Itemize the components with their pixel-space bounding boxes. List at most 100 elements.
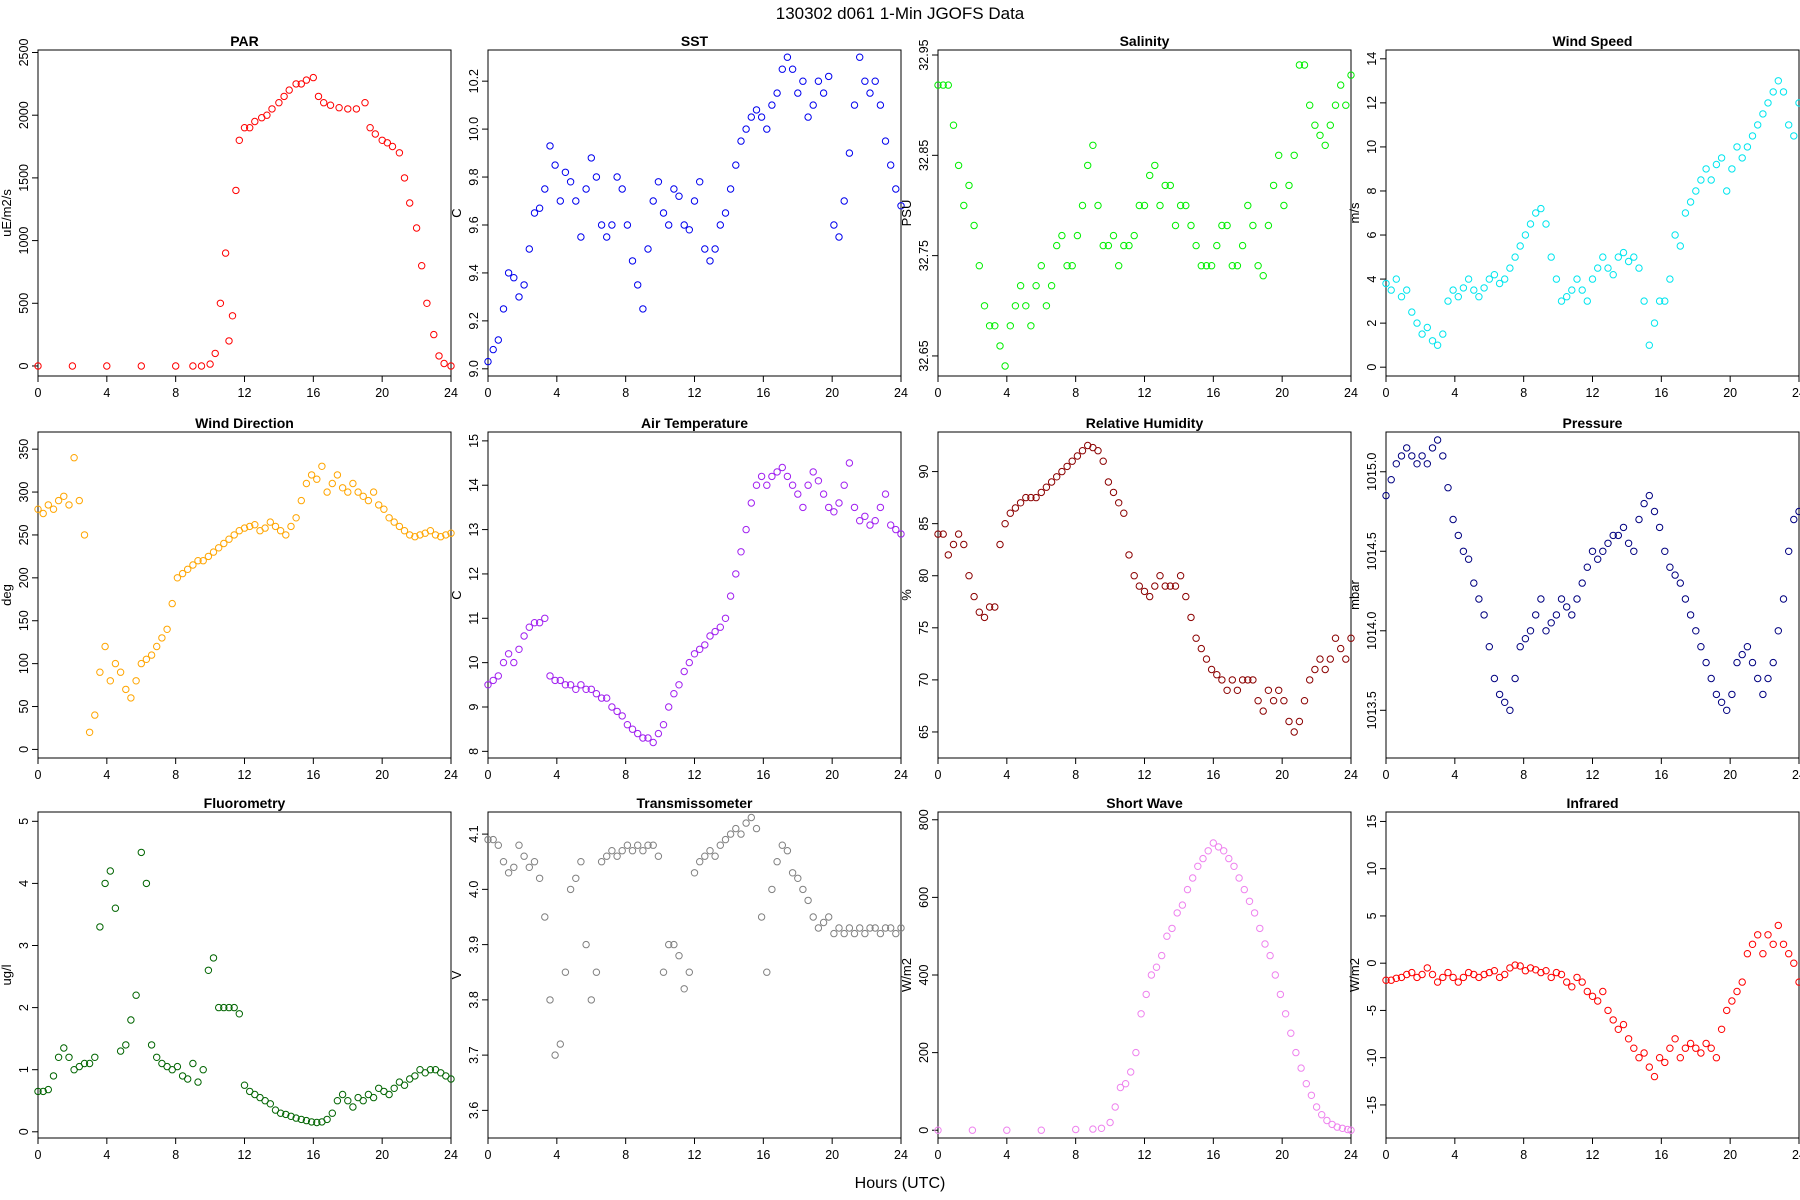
data-point <box>1785 950 1793 958</box>
x-tick-label: 0 <box>1383 386 1390 400</box>
data-point <box>726 592 735 600</box>
data-point <box>309 73 317 82</box>
data-point <box>1506 706 1514 714</box>
data-point <box>271 522 280 531</box>
data-point <box>991 603 999 611</box>
data-point <box>572 874 580 882</box>
data-point <box>1280 201 1288 210</box>
data-point <box>861 512 869 520</box>
data-point <box>406 199 414 207</box>
data-point <box>361 99 369 107</box>
data-point <box>65 501 73 509</box>
data-point <box>1676 1054 1685 1062</box>
data-point <box>1321 141 1329 150</box>
x-tick-label: 0 <box>35 386 42 400</box>
data-point <box>1266 951 1274 960</box>
data-point <box>1630 1044 1638 1052</box>
data-point <box>1182 592 1190 601</box>
data-point <box>1728 165 1736 173</box>
data-point <box>1382 976 1390 984</box>
data-point <box>302 76 311 84</box>
data-point <box>484 357 492 366</box>
data-point <box>1697 643 1705 651</box>
data-point <box>96 923 104 931</box>
data-point <box>1490 967 1499 975</box>
data-point <box>1111 1103 1119 1111</box>
data-point <box>546 672 554 680</box>
data-point <box>1238 676 1247 684</box>
data-point <box>587 154 595 162</box>
data-point <box>1738 154 1746 162</box>
data-point <box>825 72 833 81</box>
data-point <box>1439 973 1447 982</box>
data-point <box>747 113 755 121</box>
y-tick-label: 3 <box>17 942 31 949</box>
data-point <box>1413 460 1421 468</box>
data-point <box>659 721 668 729</box>
data-point <box>1692 187 1700 195</box>
data-point <box>1552 275 1561 283</box>
data-point <box>696 645 704 653</box>
data-point <box>101 642 109 651</box>
data-point <box>1244 676 1252 684</box>
x-tick-label: 24 <box>444 768 458 782</box>
data-point <box>934 1126 942 1134</box>
data-point <box>194 1078 202 1086</box>
data-point <box>1281 1010 1290 1018</box>
data-point <box>991 322 999 330</box>
x-tick-label: 20 <box>1723 1148 1737 1162</box>
data-point <box>1120 241 1128 250</box>
data-point <box>1557 595 1566 603</box>
data-point <box>412 224 421 232</box>
y-axis-label: ug/l <box>0 964 14 985</box>
data-point <box>228 312 237 320</box>
data-point <box>142 655 151 663</box>
y-tick-label: 75 <box>917 621 931 635</box>
data-point <box>794 874 802 882</box>
x-tick-label: 20 <box>825 386 839 400</box>
x-tick-label: 16 <box>1206 386 1220 400</box>
data-point <box>1542 220 1550 228</box>
x-tick-label: 8 <box>622 1148 629 1162</box>
x-tick-label: 12 <box>688 768 702 782</box>
data-point <box>510 274 518 282</box>
data-point <box>701 245 709 253</box>
x-tick-label: 4 <box>1451 1148 1458 1162</box>
data-point <box>1285 181 1293 190</box>
data-point <box>1178 901 1187 909</box>
y-tick-label: 85 <box>917 517 931 531</box>
data-point <box>840 197 848 205</box>
data-point <box>1547 253 1555 261</box>
data-point <box>510 863 518 871</box>
y-tick-label: 4 <box>1365 276 1379 283</box>
data-point <box>1526 964 1535 972</box>
data-point <box>1495 690 1504 699</box>
data-point <box>768 885 776 894</box>
x-tick-label: 8 <box>1072 386 1079 400</box>
data-point <box>225 1003 233 1012</box>
x-tick-label: 24 <box>444 1148 458 1162</box>
y-axis-label: mbar <box>1347 580 1362 610</box>
data-point <box>122 1041 130 1049</box>
data-point <box>172 362 180 370</box>
data-point <box>1244 201 1252 210</box>
data-point <box>794 89 802 97</box>
data-point <box>1228 676 1237 684</box>
data-point <box>416 531 424 539</box>
data-point <box>1068 457 1076 465</box>
data-point <box>1712 1054 1721 1062</box>
data-point <box>1666 563 1674 571</box>
data-point <box>515 293 523 301</box>
data-point <box>1094 447 1102 455</box>
data-point <box>390 1084 398 1093</box>
data-point <box>1063 462 1071 471</box>
x-tick-label: 4 <box>1003 386 1010 400</box>
y-axis-label: V <box>449 970 464 979</box>
x-tick-label: 8 <box>1072 768 1079 782</box>
data-point <box>442 531 450 539</box>
data-point <box>1003 1126 1011 1134</box>
data-point <box>1655 523 1664 532</box>
data-point <box>1769 940 1777 948</box>
data-point <box>711 245 719 253</box>
data-point <box>1594 264 1602 272</box>
